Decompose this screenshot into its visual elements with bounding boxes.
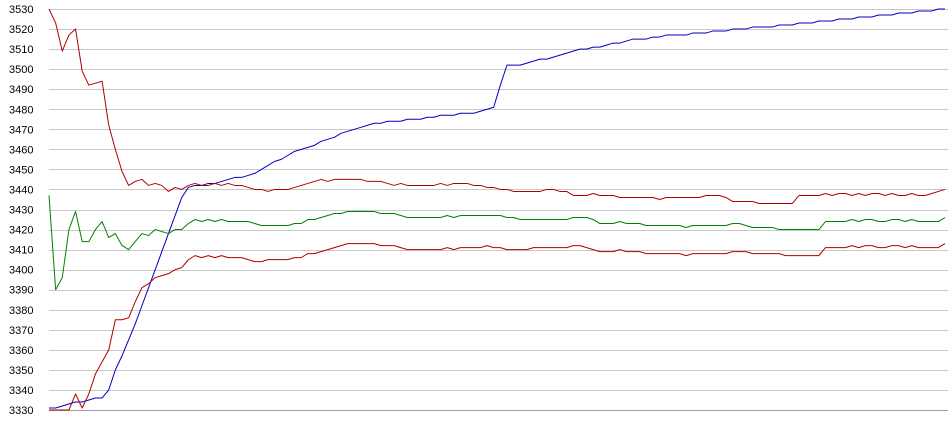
y-tick-label: 3350 xyxy=(9,365,33,377)
y-tick-label: 3480 xyxy=(9,104,33,116)
y-tick-label: 3430 xyxy=(9,205,33,217)
y-tick-label: 3510 xyxy=(9,44,33,56)
y-tick-label: 3340 xyxy=(9,385,33,397)
series-line-1 xyxy=(49,8,945,409)
y-tick-label: 3330 xyxy=(9,405,33,417)
y-tick-label: 3370 xyxy=(9,325,33,337)
y-tick-label: 3390 xyxy=(9,285,33,297)
y-tick-label: 3400 xyxy=(9,265,33,277)
grid-lines xyxy=(49,9,948,411)
series-lines xyxy=(48,8,946,411)
y-tick-label: 3380 xyxy=(9,305,33,317)
y-tick-label: 3470 xyxy=(9,124,33,136)
y-tick-label: 3410 xyxy=(9,245,33,257)
y-tick-label: 3500 xyxy=(9,64,33,76)
y-tick-label: 3360 xyxy=(9,345,33,357)
y-tick-label: 3440 xyxy=(9,184,33,196)
y-tick-label: 3530 xyxy=(9,4,33,16)
y-tick-label: 3460 xyxy=(9,144,33,156)
y-tick-label: 3420 xyxy=(9,225,33,237)
series-line-2 xyxy=(48,8,946,204)
y-tick-label: 3520 xyxy=(9,24,33,36)
y-tick-label: 3490 xyxy=(9,84,33,96)
series-line-3 xyxy=(48,195,946,291)
y-axis-tick-labels: 3330 3340 3350 3360 3370 3380 3390 3400 3410 3420… xyxy=(9,4,33,417)
series-line-4 xyxy=(49,243,946,411)
y-tick-label: 3450 xyxy=(9,164,33,176)
